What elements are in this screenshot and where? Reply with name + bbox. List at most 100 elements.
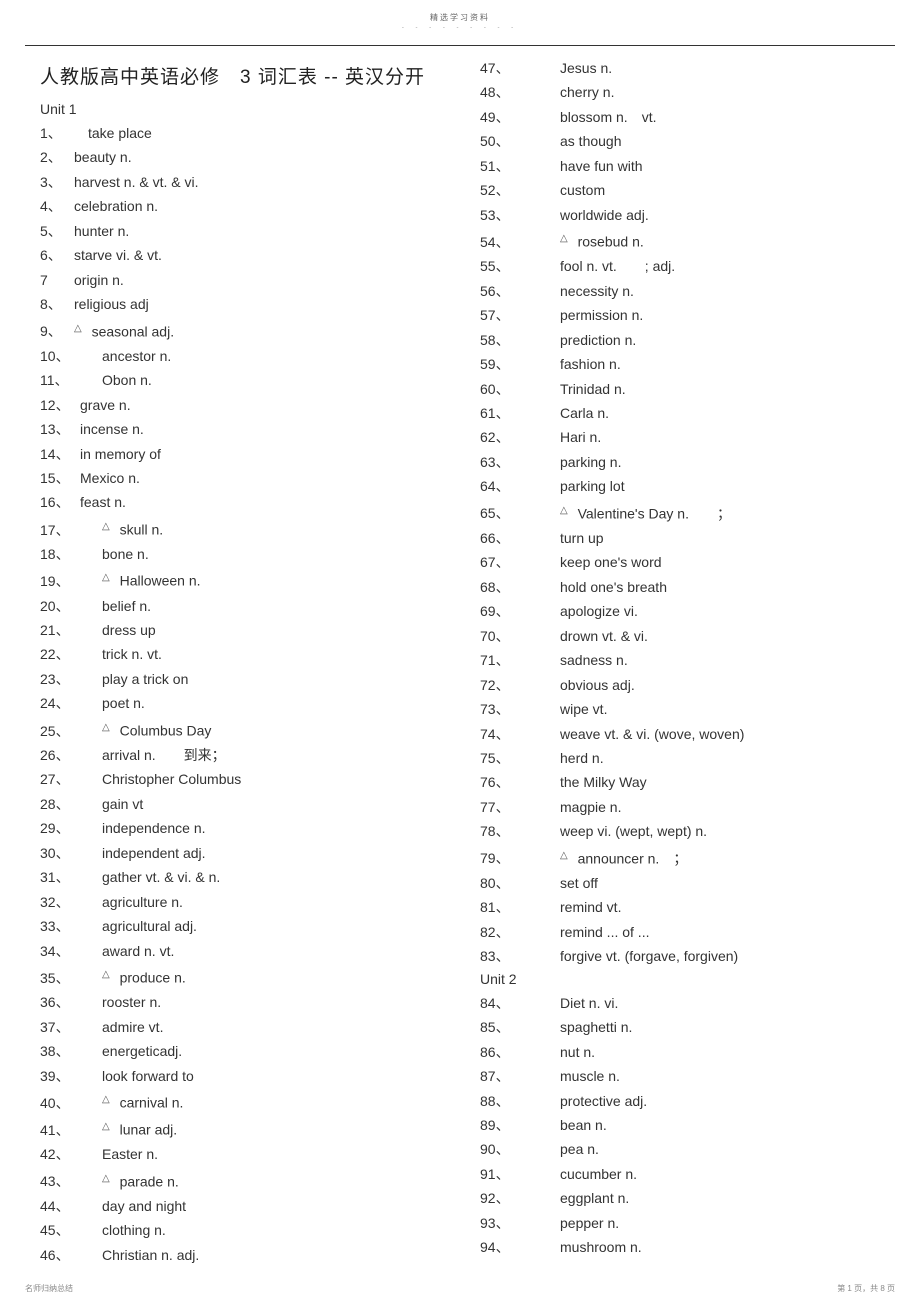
vocab-term: prediction n. — [560, 328, 636, 352]
vocab-number: 49、 — [480, 105, 560, 129]
vocab-number: 71、 — [480, 648, 560, 672]
vocab-row: 6、starve vi. & vt. — [40, 243, 440, 267]
vocab-row: 5、hunter n. — [40, 219, 440, 243]
vocab-number: 54、 — [480, 230, 560, 254]
vocab-term: eggplant n. — [560, 1186, 629, 1210]
vocab-row: 84、Diet n. vi. — [480, 991, 880, 1015]
vocab-term: rooster n. — [102, 990, 161, 1014]
vocab-row: 46、Christian n. adj. — [40, 1243, 440, 1267]
vocab-term: Trinidad n. — [560, 377, 626, 401]
vocab-row: 30、independent adj. — [40, 841, 440, 865]
vocab-row: 39、look forward to — [40, 1064, 440, 1088]
vocab-number: 90、 — [480, 1137, 560, 1161]
vocab-term: fool n. vt. ; adj. — [560, 254, 675, 278]
vocab-row: 1、 take place — [40, 121, 440, 145]
vocab-term: pea n. — [560, 1137, 599, 1161]
vocab-term: magpie n. — [560, 795, 621, 819]
triangle-marker-icon: △ — [560, 505, 574, 516]
vocab-term: keep one's word — [560, 550, 662, 574]
vocab-row: 43、△ parade n. — [40, 1167, 440, 1194]
unit1-label: Unit 1 — [40, 99, 440, 121]
vocab-term: belief n. — [102, 594, 151, 618]
vocab-row: 56、necessity n. — [480, 279, 880, 303]
vocab-term: poet n. — [102, 691, 145, 715]
unit2-label: Unit 2 — [480, 969, 880, 991]
vocab-term: independent adj. — [102, 841, 206, 865]
triangle-marker-icon: △ — [102, 1094, 116, 1105]
vocab-row: 87、muscle n. — [480, 1064, 880, 1088]
vocab-list-left: 1、 take place2、beauty n.3、harvest n. & v… — [40, 121, 440, 1267]
vocab-row: 66、turn up — [480, 526, 880, 550]
vocab-term: award n. vt. — [102, 939, 174, 963]
vocab-term: admire vt. — [102, 1015, 163, 1039]
vocab-number: 88、 — [480, 1089, 560, 1113]
vocab-number: 41、 — [40, 1118, 102, 1142]
vocab-row: 21、dress up — [40, 618, 440, 642]
vocab-number: 91、 — [480, 1162, 560, 1186]
vocab-term: Obon n. — [102, 368, 152, 392]
vocab-row: 12、grave n. — [40, 393, 440, 417]
vocab-row: 22、trick n. vt. — [40, 642, 440, 666]
vocab-number: 38、 — [40, 1039, 102, 1063]
vocab-number: 94、 — [480, 1235, 560, 1259]
vocab-term: nut n. — [560, 1040, 595, 1064]
vocab-number: 89、 — [480, 1113, 560, 1137]
vocab-row: 28、gain vt — [40, 792, 440, 816]
vocab-row: 64、parking lot — [480, 474, 880, 498]
vocab-number: 39、 — [40, 1064, 102, 1088]
vocab-number: 56、 — [480, 279, 560, 303]
vocab-number: 67、 — [480, 550, 560, 574]
vocab-number: 81、 — [480, 895, 560, 919]
content-columns: 人教版高中英语必修 3 词汇表 -- 英汉分开 Unit 1 1、 take p… — [0, 56, 920, 1267]
vocab-row: 24、poet n. — [40, 691, 440, 715]
vocab-term: bean n. — [560, 1113, 607, 1137]
vocab-term: △ lunar adj. — [102, 1115, 177, 1142]
vocab-row: 72、obvious adj. — [480, 673, 880, 697]
vocab-row: 10、ancestor n. — [40, 344, 440, 368]
vocab-term: herd n. — [560, 746, 604, 770]
vocab-row: 94、mushroom n. — [480, 1235, 880, 1259]
vocab-term: △ rosebud n. — [560, 227, 644, 254]
vocab-number: 53、 — [480, 203, 560, 227]
vocab-row: 41、△ lunar adj. — [40, 1115, 440, 1142]
header-top-text: 精选学习资料 — [0, 0, 920, 25]
vocab-row: 59、fashion n. — [480, 352, 880, 376]
vocab-row: 15、Mexico n. — [40, 466, 440, 490]
vocab-number: 37、 — [40, 1015, 102, 1039]
vocab-number: 73、 — [480, 697, 560, 721]
vocab-number: 25、 — [40, 719, 102, 743]
vocab-row: 27、Christopher Columbus — [40, 767, 440, 791]
vocab-number: 17、 — [40, 518, 102, 542]
vocab-number: 5、 — [40, 219, 74, 243]
vocab-number: 58、 — [480, 328, 560, 352]
vocab-row: 16、feast n. — [40, 490, 440, 514]
vocab-term: look forward to — [102, 1064, 194, 1088]
vocab-term: day and night — [102, 1194, 186, 1218]
vocab-row: 89、bean n. — [480, 1113, 880, 1137]
vocab-number: 23、 — [40, 667, 102, 691]
vocab-term: muscle n. — [560, 1064, 620, 1088]
vocab-term: Jesus n. — [560, 56, 612, 80]
vocab-number: 75、 — [480, 746, 560, 770]
vocab-number: 45、 — [40, 1218, 102, 1242]
vocab-term: celebration n. — [74, 194, 158, 218]
vocab-row: 67、keep one's word — [480, 550, 880, 574]
vocab-row: 63、parking n. — [480, 450, 880, 474]
vocab-number: 62、 — [480, 425, 560, 449]
vocab-term: feast n. — [80, 490, 126, 514]
vocab-term: hold one's breath — [560, 575, 667, 599]
vocab-number: 32、 — [40, 890, 102, 914]
vocab-number: 51、 — [480, 154, 560, 178]
vocab-term: protective adj. — [560, 1089, 647, 1113]
vocab-number: 13、 — [40, 417, 80, 441]
vocab-row: 61、Carla n. — [480, 401, 880, 425]
vocab-number: 24、 — [40, 691, 102, 715]
vocab-term: remind ... of ... — [560, 920, 649, 944]
vocab-term: dress up — [102, 618, 156, 642]
vocab-number: 77、 — [480, 795, 560, 819]
vocab-row: 69、apologize vi. — [480, 599, 880, 623]
vocab-term: permission n. — [560, 303, 643, 327]
vocab-term: △ Halloween n. — [102, 566, 201, 593]
vocab-row: 53、worldwide adj. — [480, 203, 880, 227]
vocab-term: custom — [560, 178, 605, 202]
